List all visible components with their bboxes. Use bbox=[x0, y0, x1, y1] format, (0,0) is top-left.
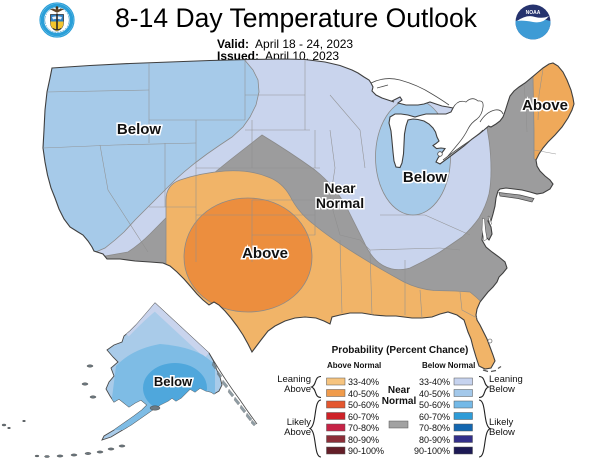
svg-text:Below: Below bbox=[403, 169, 448, 186]
svg-text:Near: Near bbox=[324, 180, 356, 196]
svg-text:Below: Below bbox=[117, 121, 162, 138]
svg-text:NOAA: NOAA bbox=[526, 10, 541, 16]
svg-text:Below: Below bbox=[154, 374, 193, 389]
svg-text:Normal: Normal bbox=[316, 195, 364, 211]
svg-text:Above: Above bbox=[522, 97, 568, 114]
svg-text:Above: Above bbox=[242, 245, 288, 262]
